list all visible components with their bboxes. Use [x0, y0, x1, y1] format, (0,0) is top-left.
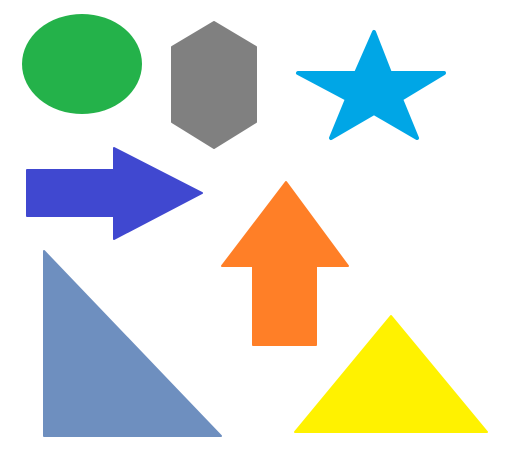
arrow-right	[26, 147, 203, 240]
gray-hexagon	[171, 21, 257, 149]
arrow-up	[221, 181, 349, 346]
right-triangle	[43, 250, 222, 437]
green-ellipse	[22, 14, 142, 114]
blue-star	[296, 30, 446, 140]
yellow-triangle	[294, 315, 488, 433]
